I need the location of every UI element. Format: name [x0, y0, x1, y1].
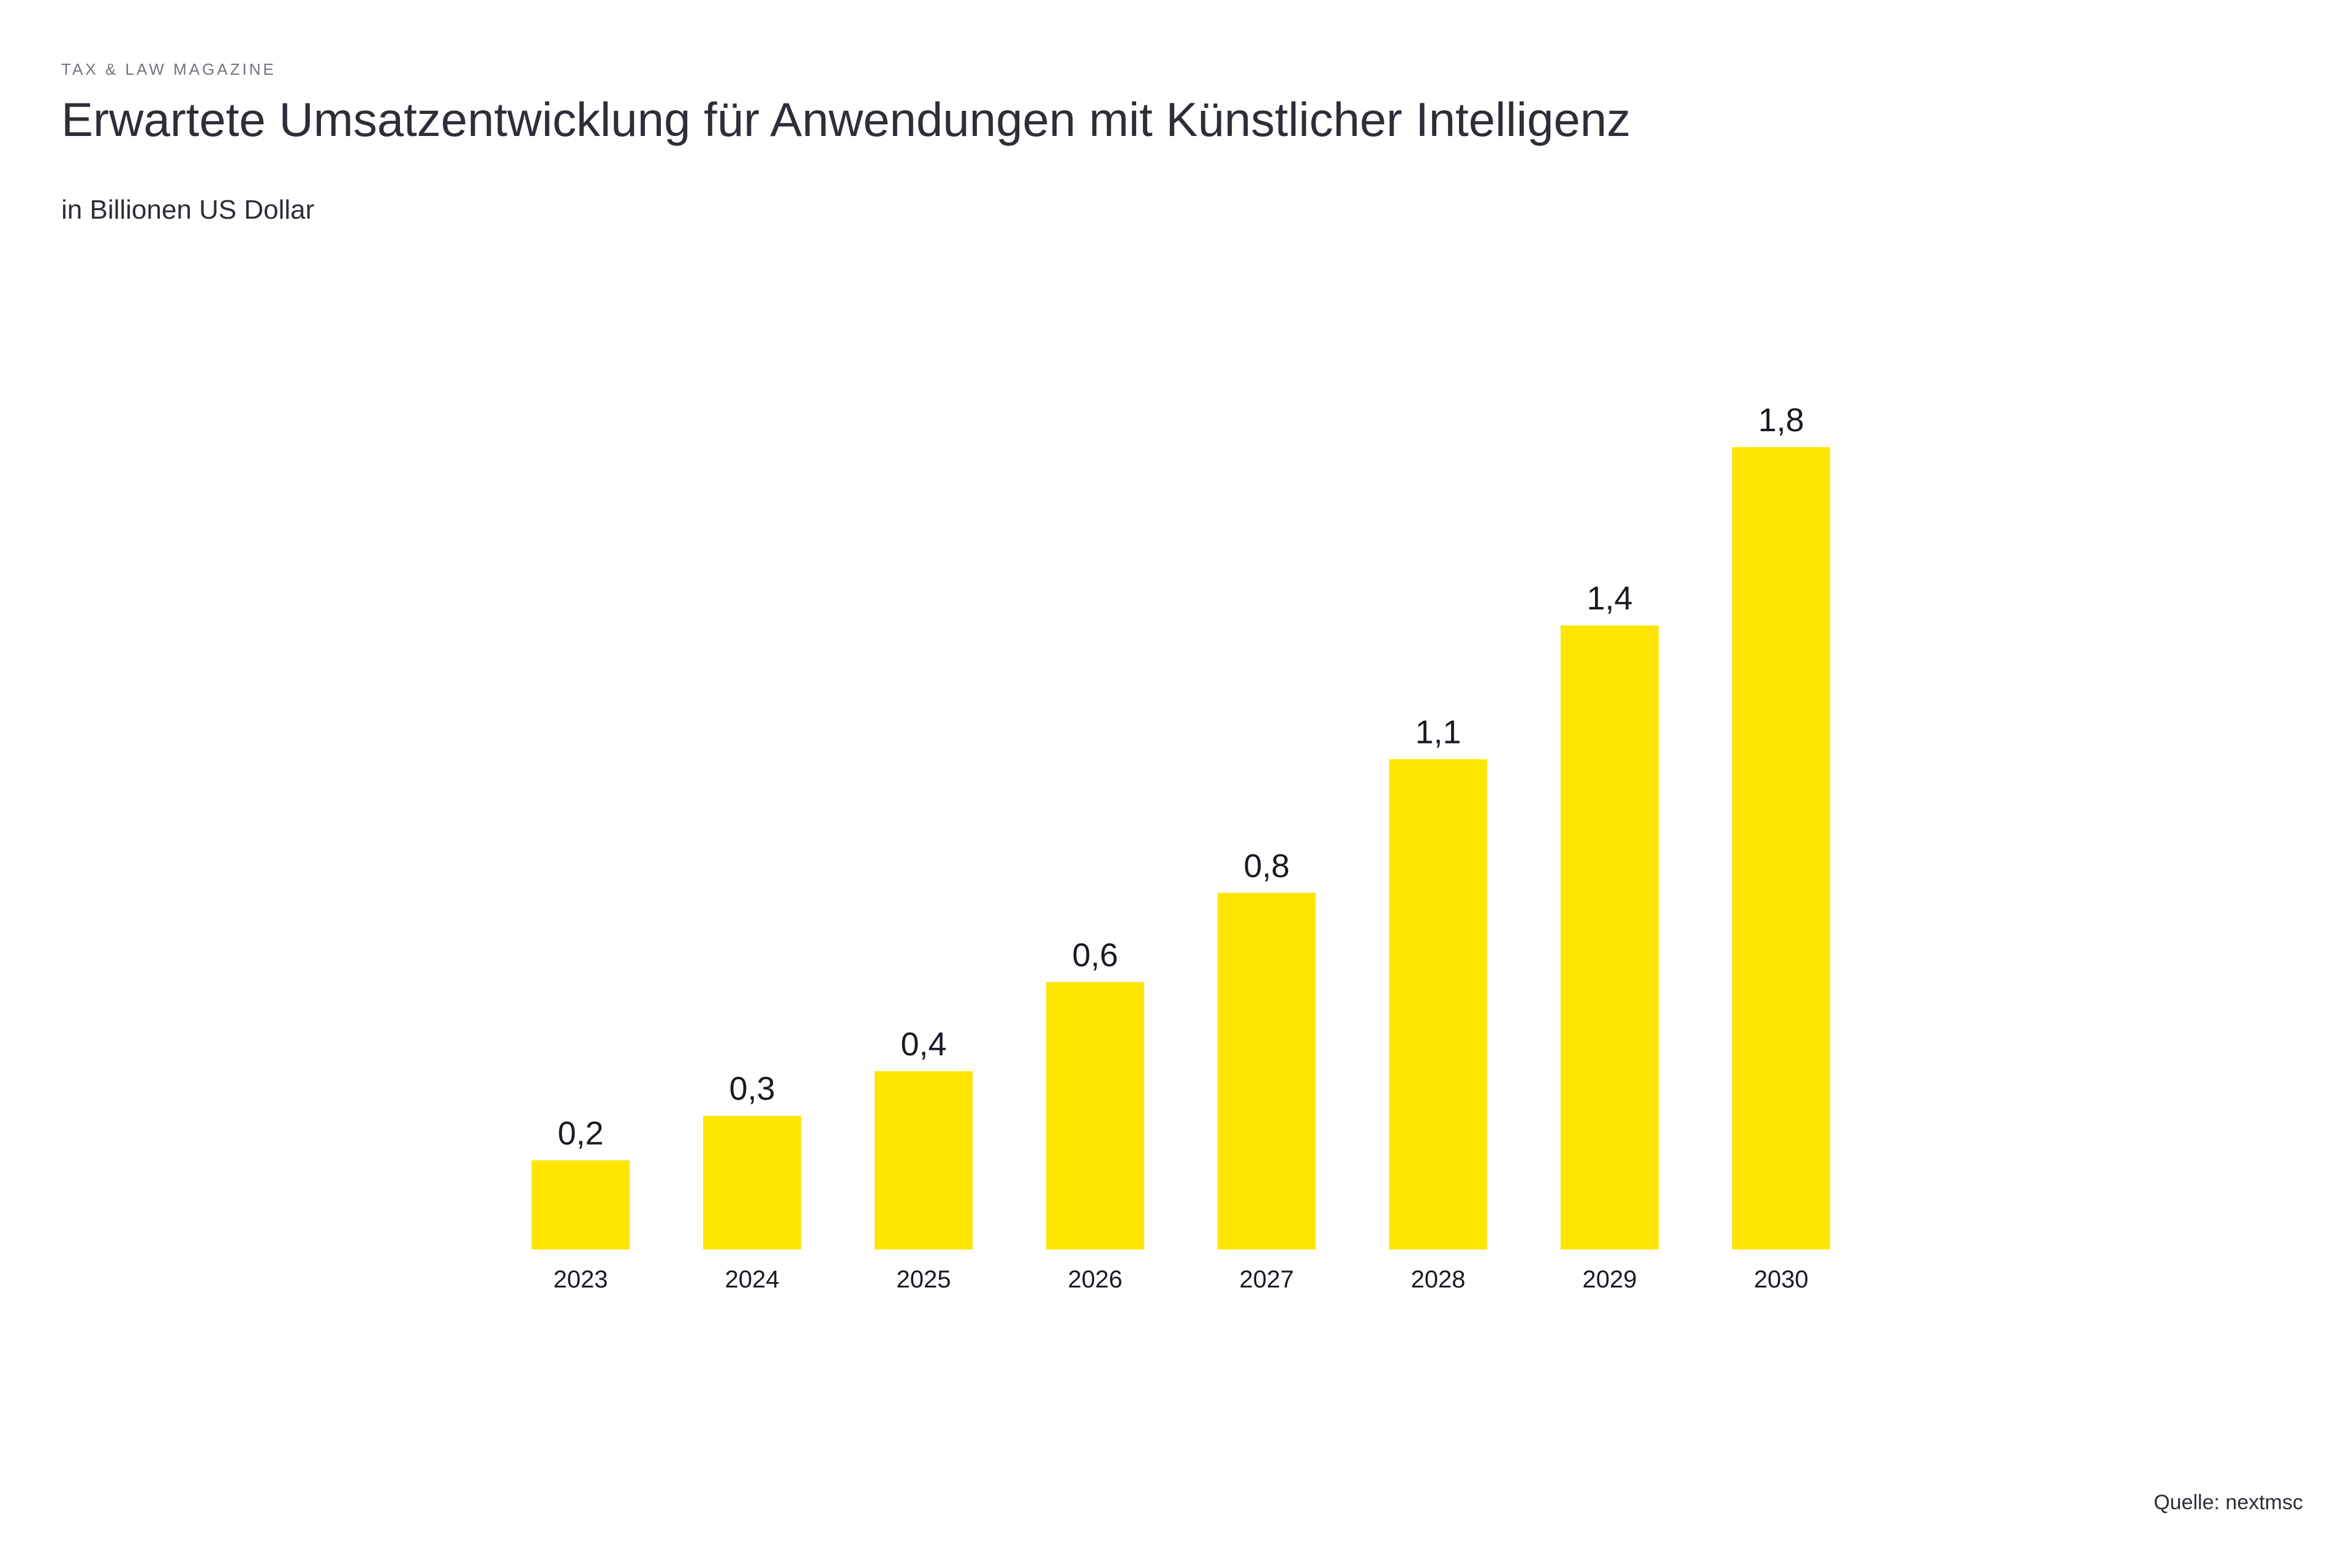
value-label-2024: 0,3: [729, 1071, 775, 1107]
value-label-2027: 0,8: [1243, 848, 1289, 884]
x-tick-label-2025: 2025: [897, 1266, 951, 1293]
value-label-2028: 1,1: [1415, 714, 1461, 750]
bar-group: [532, 447, 1830, 1250]
chart-unit-subtitle: in Billionen US Dollar: [61, 195, 315, 225]
x-tick-label-2023: 2023: [554, 1266, 608, 1293]
bar-2030: [1732, 447, 1830, 1250]
x-tick-label-2024: 2024: [725, 1266, 780, 1293]
bar-2023: [532, 1160, 630, 1250]
bar-2028: [1389, 759, 1487, 1250]
value-label-2026: 0,6: [1072, 937, 1118, 973]
x-axis-label-group: 2023 2024 2025 2026 2027 2028 2029 2030: [554, 1266, 1809, 1293]
bar-2026: [1046, 982, 1144, 1250]
x-tick-label-2030: 2030: [1754, 1266, 1809, 1293]
bar-2027: [1218, 892, 1316, 1250]
source-note: Quelle: nextmsc: [2154, 1491, 2303, 1514]
value-label-2023: 0,2: [557, 1115, 603, 1152]
magazine-kicker: TAX & LAW MAGAZINE: [61, 60, 276, 78]
x-tick-label-2027: 2027: [1240, 1266, 1294, 1293]
value-label-2029: 1,4: [1586, 580, 1632, 617]
value-label-2025: 0,4: [900, 1026, 946, 1063]
bar-2025: [875, 1071, 973, 1250]
value-label-group: 0,2 0,3 0,4 0,6 0,8 1,1 1,4 1,8: [557, 402, 1804, 1152]
x-tick-label-2028: 2028: [1411, 1266, 1466, 1293]
x-tick-label-2029: 2029: [1583, 1266, 1637, 1293]
bar-2029: [1561, 625, 1659, 1250]
value-label-2030: 1,8: [1758, 402, 1804, 439]
bar-2024: [703, 1115, 801, 1250]
x-tick-label-2026: 2026: [1068, 1266, 1123, 1293]
chart-title: Erwartete Umsatzentwicklung für Anwendun…: [61, 92, 1631, 146]
